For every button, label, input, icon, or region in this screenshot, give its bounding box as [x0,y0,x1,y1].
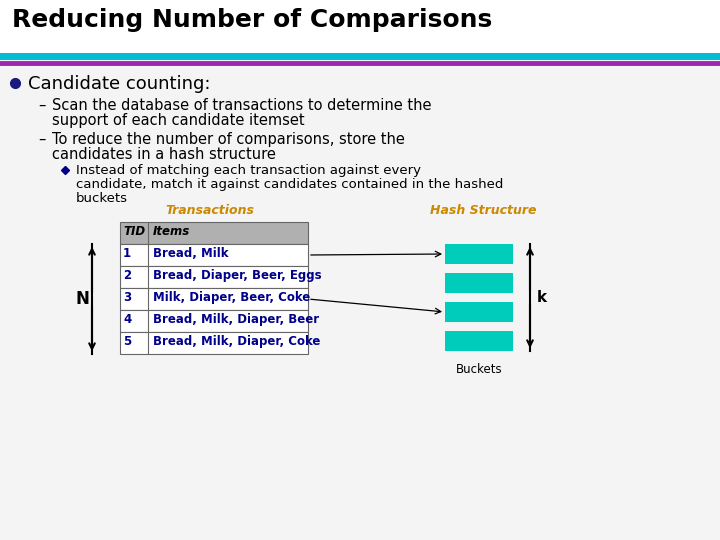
Text: Hash Structure: Hash Structure [430,204,536,217]
Text: k: k [537,290,547,305]
Text: candidates in a hash structure: candidates in a hash structure [52,147,276,162]
Text: Buckets: Buckets [456,363,503,376]
Bar [120,288,308,310]
Text: 5: 5 [123,335,131,348]
Text: Reducing Number of Comparisons: Reducing Number of Comparisons [12,8,492,32]
Bar [120,222,308,244]
Text: Transactions: Transactions [165,204,254,217]
Bar [120,310,308,332]
Bar [0,66,720,540]
Bar [120,266,308,288]
Text: buckets: buckets [76,192,128,205]
Bar [445,331,513,351]
Text: 1: 1 [123,247,131,260]
Text: N: N [75,290,89,308]
Text: To reduce the number of comparisons, store the: To reduce the number of comparisons, sto… [52,132,405,147]
Text: Bread, Milk: Bread, Milk [153,247,228,260]
Text: Instead of matching each transaction against every: Instead of matching each transaction aga… [76,164,421,177]
Text: 3: 3 [123,291,131,304]
Bar [0,0,720,55]
Text: Items: Items [153,225,190,238]
Text: –: – [38,132,45,147]
Text: Bread, Diaper, Beer, Eggs: Bread, Diaper, Beer, Eggs [153,269,322,282]
Text: –: – [38,98,45,113]
Bar [120,244,308,266]
Text: 4: 4 [123,313,131,326]
Text: 2: 2 [123,269,131,282]
Text: Bread, Milk, Diaper, Beer: Bread, Milk, Diaper, Beer [153,313,319,326]
Text: candidate, match it against candidates contained in the hashed: candidate, match it against candidates c… [76,178,503,191]
Text: Candidate counting:: Candidate counting: [28,75,210,93]
Text: Milk, Diaper, Beer, Coke: Milk, Diaper, Beer, Coke [153,291,310,304]
Bar [120,332,308,354]
Bar [445,302,513,322]
Text: Bread, Milk, Diaper, Coke: Bread, Milk, Diaper, Coke [153,335,320,348]
Text: TID: TID [123,225,145,238]
Text: Scan the database of transactions to determine the: Scan the database of transactions to det… [52,98,431,113]
Bar [445,244,513,264]
Text: support of each candidate itemset: support of each candidate itemset [52,113,305,128]
Bar [445,273,513,293]
